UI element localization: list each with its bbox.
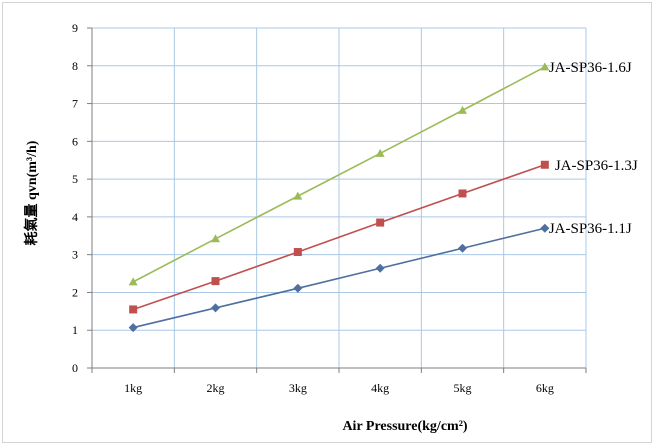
data-point — [128, 277, 138, 286]
data-point — [458, 105, 467, 114]
data-point — [458, 243, 467, 253]
data-point — [376, 218, 385, 227]
x-tick-label: 6kg — [536, 381, 554, 395]
data-point — [293, 248, 302, 257]
series-label: JA-SP36-1.1J — [549, 221, 632, 237]
chart-frame — [2, 2, 652, 443]
x-tick-label: 5kg — [454, 381, 472, 395]
series-label: JA-SP36-1.6J — [549, 60, 632, 76]
data-point — [128, 323, 138, 333]
data-point — [540, 223, 550, 233]
data-point — [458, 189, 467, 198]
series-group: JA-SP36-1.6J JA-SP36-1.3J JA-SP36-1.1J — [128, 60, 638, 333]
y-tick-label: 8 — [72, 59, 78, 73]
axes — [87, 27, 587, 373]
data-point — [293, 283, 303, 293]
y-tick-label: 6 — [72, 134, 78, 148]
series-line — [132, 164, 546, 311]
data-point — [540, 160, 549, 169]
y-tick-label: 9 — [72, 21, 78, 35]
data-point — [211, 277, 220, 286]
y-tick-label: 7 — [72, 97, 78, 111]
data-point — [375, 148, 385, 157]
data-point — [211, 234, 220, 243]
y-tick-label: 1 — [72, 323, 78, 337]
x-tick-label: 3kg — [289, 381, 307, 395]
series-label: JA-SP36-1.3J — [555, 158, 638, 174]
series-line — [132, 66, 546, 283]
x-tick-labels: 1kg 2kg 3kg 4kg 5kg 6kg — [124, 381, 554, 395]
y-tick-labels: 0 1 2 3 4 5 6 7 8 9 — [72, 21, 78, 375]
y-tick-label: 4 — [72, 210, 78, 224]
x-tick-label: 2kg — [207, 381, 225, 395]
data-point — [293, 191, 303, 200]
y-tick-label: 0 — [72, 361, 78, 375]
y-tick-label: 2 — [72, 285, 78, 299]
x-tick-label: 1kg — [124, 381, 142, 395]
data-point — [129, 305, 138, 314]
y-axis-title: 耗氣量 qvn(m³/h) — [23, 140, 40, 245]
data-point — [540, 62, 550, 71]
data-point — [211, 303, 220, 313]
y-tick-label: 5 — [72, 172, 78, 186]
y-tick-label: 3 — [72, 248, 78, 262]
grid — [92, 27, 587, 368]
data-point — [375, 263, 385, 273]
x-axis-title: Air Pressure(kg/cm²) — [342, 419, 467, 434]
x-tick-label: 4kg — [371, 381, 389, 395]
series-line — [132, 227, 546, 329]
